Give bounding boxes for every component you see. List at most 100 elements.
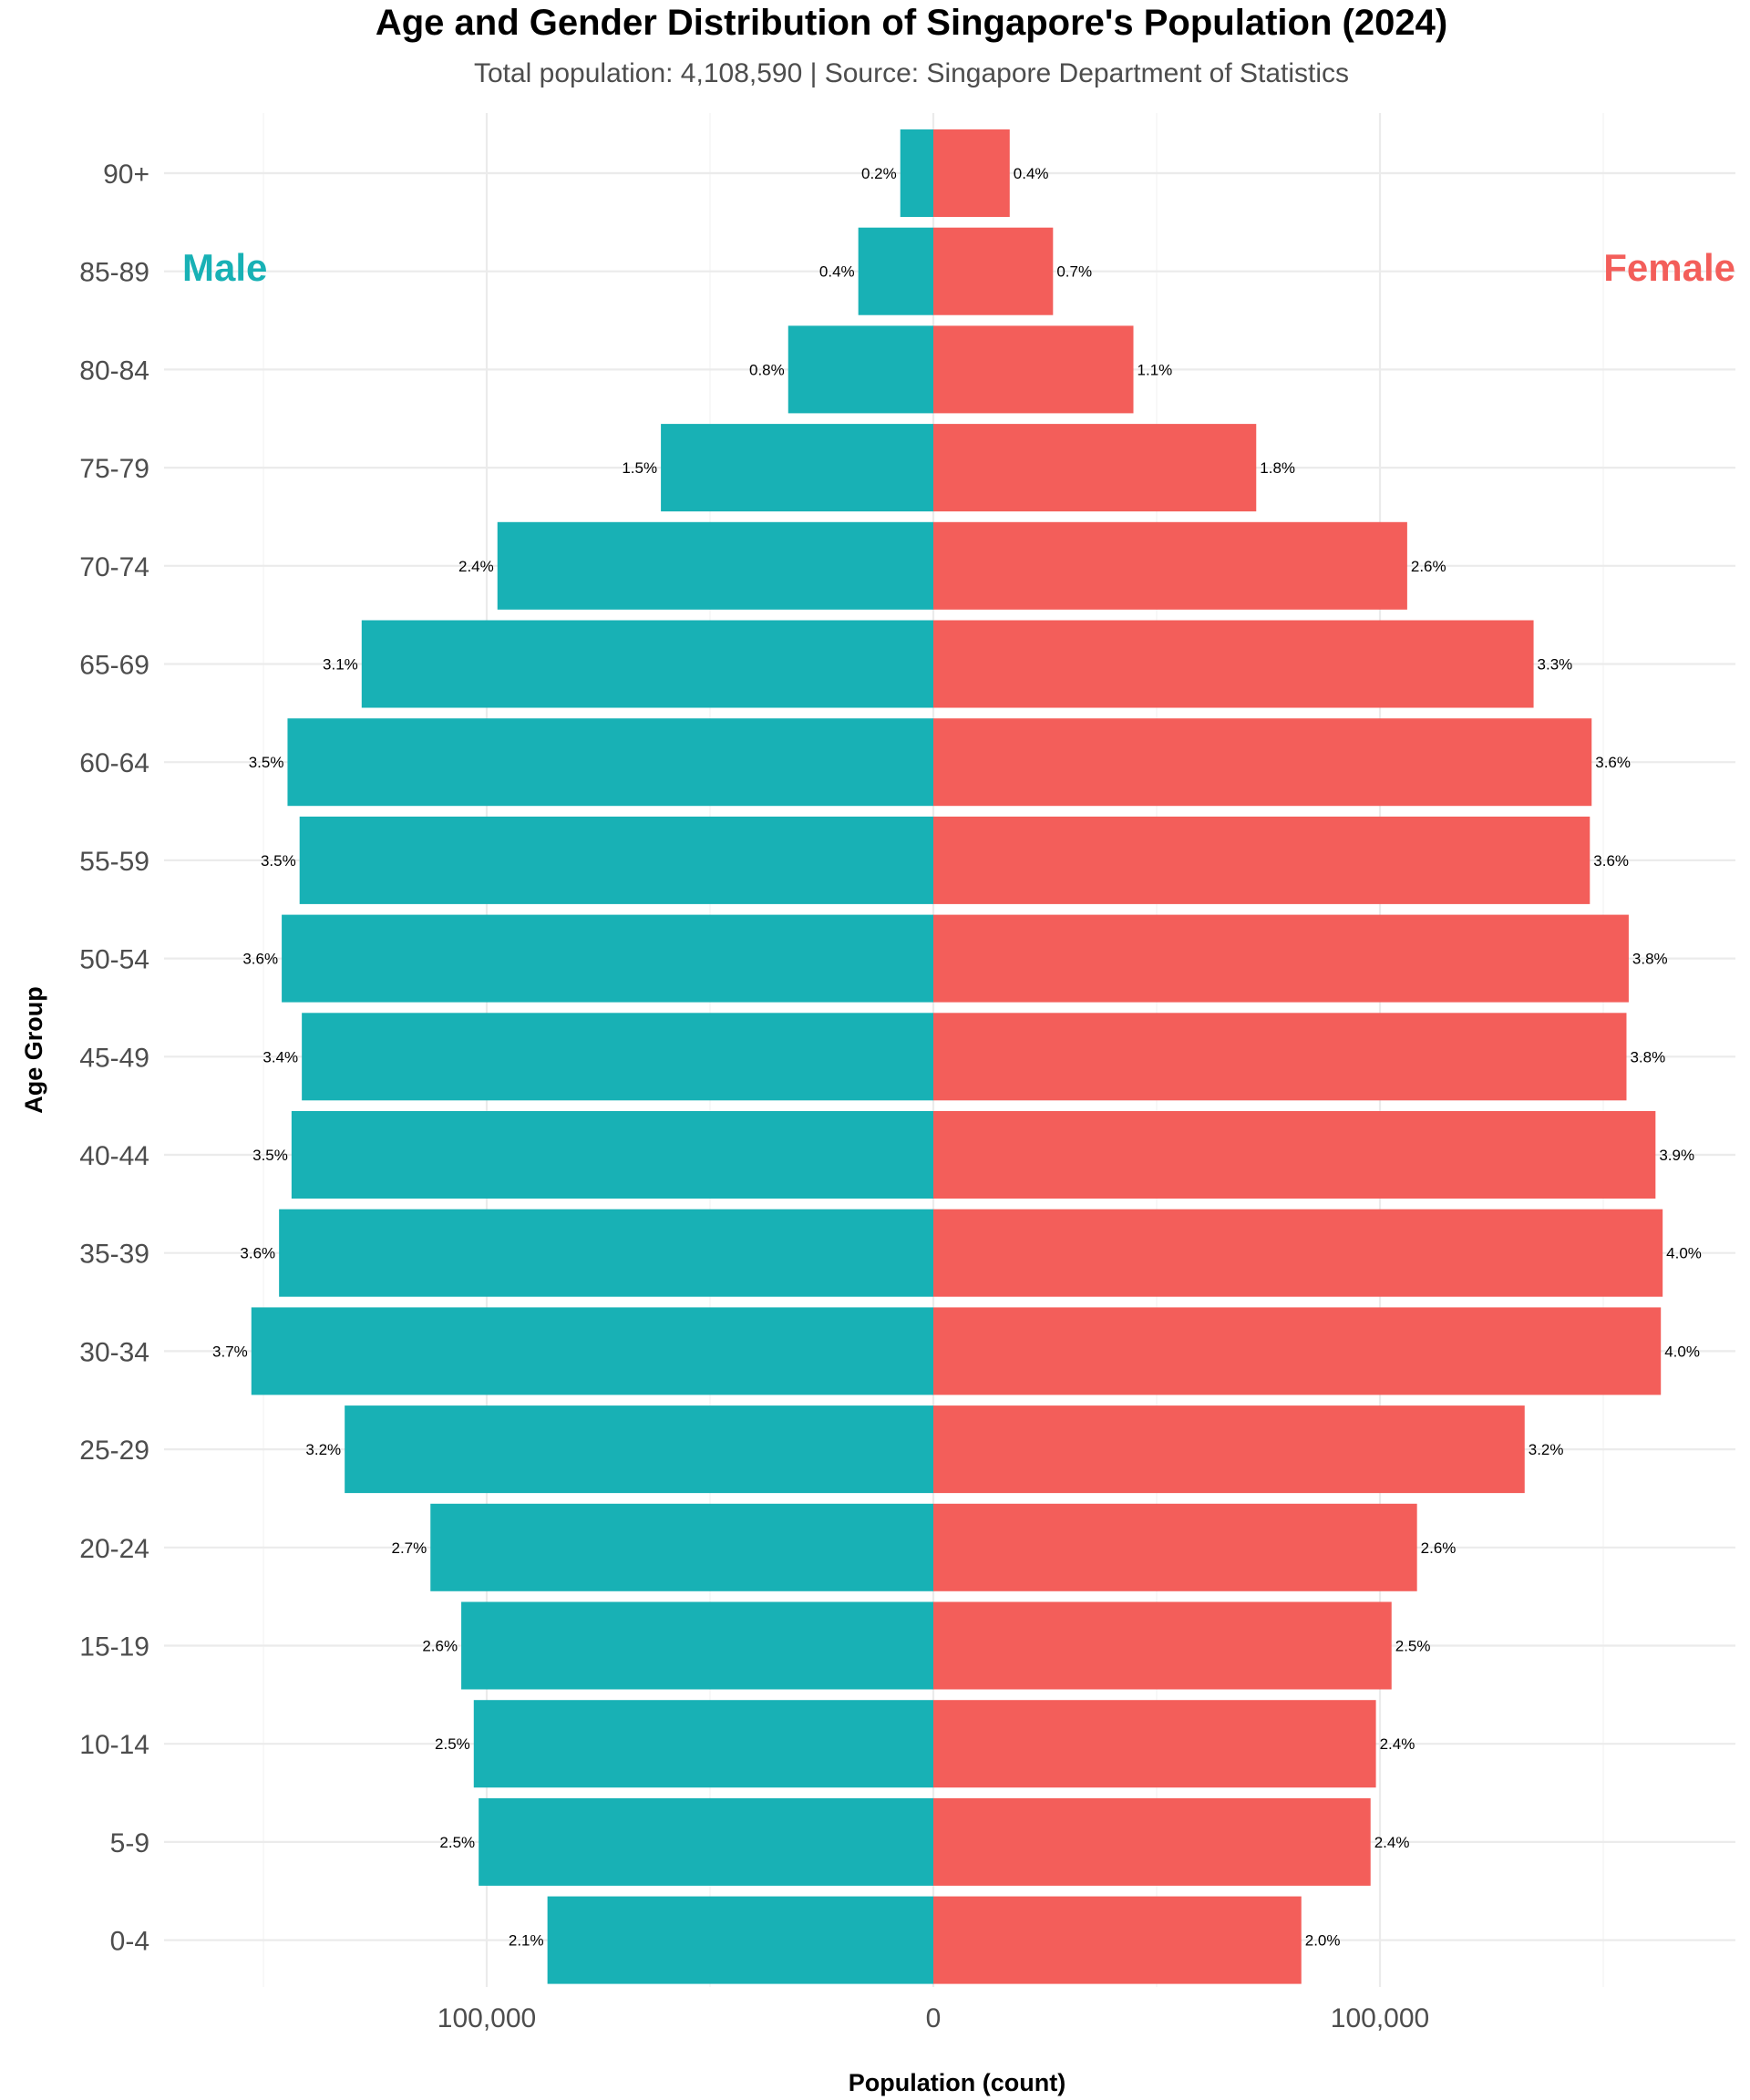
bar-label-female: 2.4% (1374, 1834, 1410, 1851)
bar-female (933, 1601, 1392, 1690)
x-axis-title: Population (count) (849, 2069, 1065, 2096)
bar-label-female: 3.6% (1593, 852, 1629, 870)
bar-label-female: 0.4% (1014, 165, 1049, 182)
bar-label-female: 1.8% (1260, 459, 1295, 477)
bar-male (473, 1700, 933, 1788)
bar-male (461, 1601, 933, 1690)
bar-male (661, 424, 933, 512)
bar-label-male: 2.7% (392, 1539, 427, 1557)
bar-label-female: 4.0% (1666, 1245, 1702, 1262)
bar-male (497, 521, 933, 610)
bar-label-female: 2.4% (1380, 1735, 1415, 1753)
bar-female (933, 1307, 1662, 1395)
x-tick-label: 0 (926, 2003, 942, 2033)
bar-label-male: 2.5% (435, 1735, 470, 1753)
bar-label-female: 1.1% (1138, 361, 1173, 378)
bar-label-male: 2.6% (422, 1638, 458, 1655)
bar-female (933, 521, 1407, 610)
bar-label-female: 3.8% (1630, 1048, 1665, 1065)
bar-label-male: 3.5% (261, 852, 296, 870)
bar-label-male: 3.7% (212, 1343, 248, 1360)
bar-label-female: 2.0% (1305, 1932, 1341, 1950)
bar-male (547, 1896, 933, 1984)
bar-female (933, 424, 1257, 512)
y-tick-label: 45-49 (79, 1043, 149, 1073)
male-annotation: Male (182, 246, 267, 289)
female-annotation: Female (1603, 246, 1735, 289)
x-axis-ticks: 100,000 0 100,000 (438, 2003, 1429, 2033)
chart-title: Age and Gender Distribution of Singapore… (376, 3, 1447, 43)
bar-male (299, 816, 933, 904)
bar-male (291, 1111, 933, 1199)
bar-female (933, 1209, 1663, 1297)
bar-label-female: 2.6% (1411, 558, 1446, 575)
bar-female (933, 1896, 1302, 1984)
bar-male (900, 129, 933, 217)
y-tick-label: 15-19 (79, 1632, 149, 1662)
bar-label-male: 0.8% (749, 361, 785, 378)
bar-female (933, 1700, 1376, 1788)
y-tick-label: 55-59 (79, 847, 149, 877)
bar-label-female: 3.2% (1529, 1441, 1564, 1458)
bar-male (361, 620, 933, 708)
y-tick-label: 20-24 (79, 1534, 149, 1564)
y-tick-label: 65-69 (79, 651, 149, 681)
bar-label-male: 3.1% (323, 656, 358, 674)
bar-female (933, 816, 1590, 904)
y-tick-label: 30-34 (79, 1337, 149, 1367)
bar-female (933, 1797, 1371, 1886)
bar-male (858, 227, 933, 315)
bar-female (933, 1503, 1417, 1591)
bar-label-male: 3.6% (240, 1245, 275, 1262)
bar-label-female: 0.7% (1056, 263, 1092, 281)
bar-male (282, 914, 934, 1003)
y-tick-label: 25-29 (79, 1436, 149, 1466)
bars (251, 129, 1663, 1984)
bar-male (430, 1503, 933, 1591)
bar-label-male: 2.5% (439, 1834, 475, 1851)
y-tick-label: 90+ (103, 160, 149, 190)
bar-label-female: 3.8% (1632, 951, 1668, 968)
bar-male (788, 325, 933, 414)
bar-label-male: 3.2% (305, 1441, 341, 1458)
bar-female (933, 718, 1592, 807)
bar-label-female: 3.3% (1538, 656, 1573, 674)
bar-male (302, 1013, 933, 1101)
y-tick-label: 0-4 (110, 1927, 149, 1957)
bar-male (479, 1797, 933, 1886)
bar-label-male: 1.5% (622, 459, 657, 477)
bar-label-male: 3.4% (262, 1048, 298, 1065)
x-tick-label: 100,000 (438, 2003, 536, 2033)
chart-subtitle: Total population: 4,108,590 | Source: Si… (474, 58, 1349, 88)
y-axis-ticks: 0-4 5-9 10-14 15-19 20-24 25-29 30-34 35-39 40-4… (79, 160, 149, 1957)
y-tick-label: 70-74 (79, 552, 149, 582)
bar-male (287, 718, 934, 807)
bar-female (933, 914, 1629, 1003)
bar-label-male: 0.4% (819, 263, 855, 281)
y-axis-title: Age Group (20, 986, 47, 1114)
bar-label-male: 3.5% (252, 1147, 288, 1164)
bar-female (933, 1405, 1525, 1494)
x-tick-label: 100,000 (1331, 2003, 1429, 2033)
y-tick-label: 85-89 (79, 258, 149, 288)
bar-male (251, 1307, 933, 1395)
y-tick-label: 40-44 (79, 1141, 149, 1171)
y-tick-label: 35-39 (79, 1240, 149, 1270)
bar-label-male: 3.5% (249, 754, 284, 771)
bar-female (933, 620, 1534, 708)
y-tick-label: 10-14 (79, 1730, 149, 1760)
bar-label-male: 3.6% (242, 951, 278, 968)
y-tick-label: 80-84 (79, 355, 149, 386)
bar-label-male: 0.2% (861, 165, 897, 182)
bar-female (933, 227, 1054, 315)
bar-female (933, 129, 1010, 217)
bar-label-male: 2.4% (458, 558, 494, 575)
bar-female (933, 1013, 1627, 1101)
bar-label-female: 2.5% (1395, 1638, 1431, 1655)
bar-label-female: 2.6% (1421, 1539, 1457, 1557)
bar-label-female: 3.6% (1595, 754, 1631, 771)
bar-labels: 2.1% 2.0% 2.5% 2.4% 2.5% 2.4% 2.6% 2.5% 2.7% 2.6%… (212, 165, 1702, 1950)
y-tick-label: 75-79 (79, 454, 149, 484)
y-tick-label: 50-54 (79, 945, 149, 975)
